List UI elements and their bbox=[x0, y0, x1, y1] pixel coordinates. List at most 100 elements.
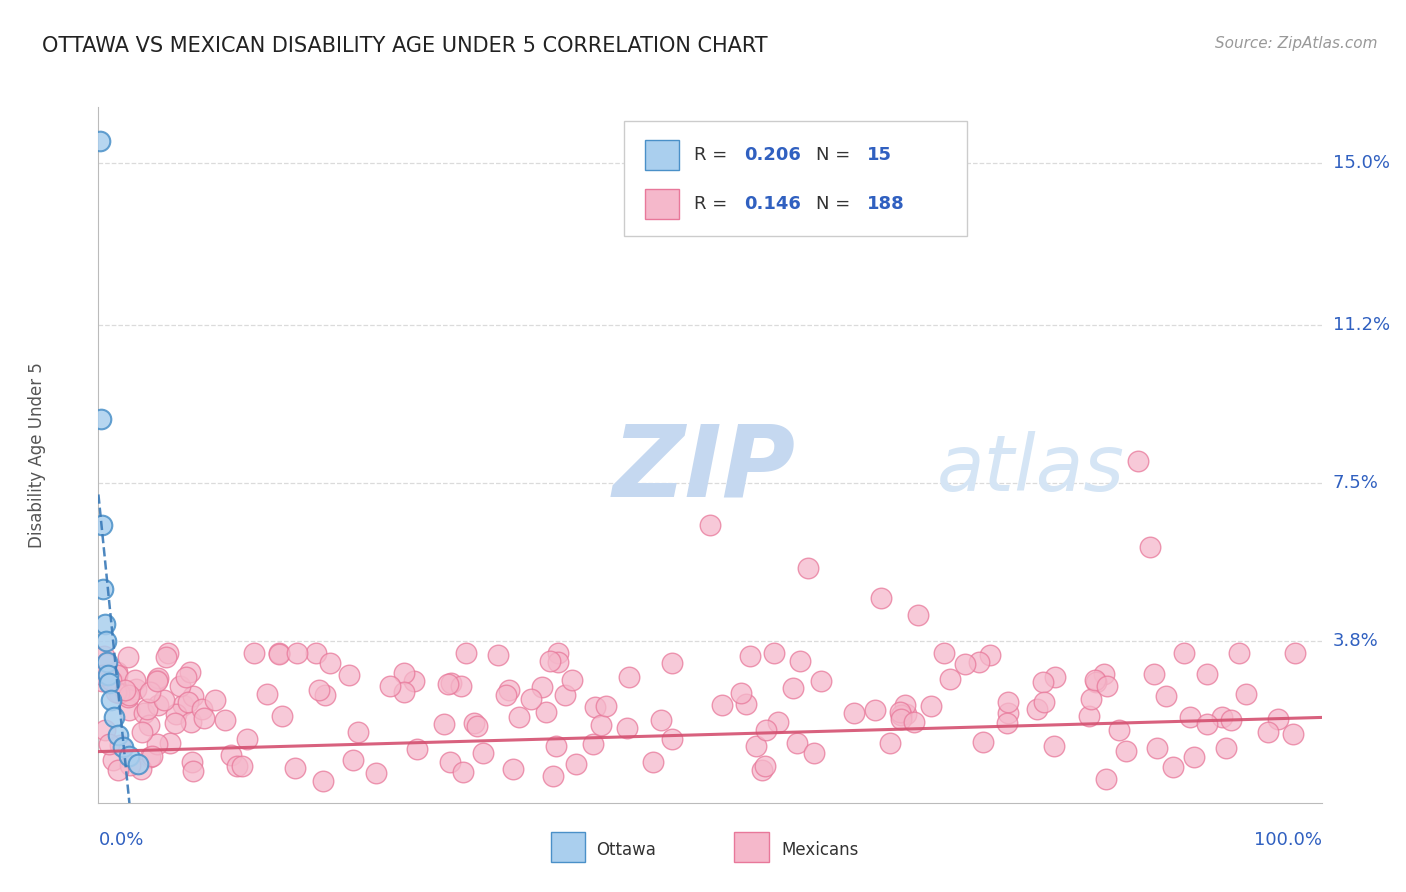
Point bbox=[643, 756, 665, 770]
Point bbox=[94, 723, 117, 737]
Point bbox=[235, 731, 257, 746]
Point bbox=[180, 715, 202, 730]
Point bbox=[561, 673, 583, 687]
Bar bbox=[734, 831, 769, 862]
Point bbox=[547, 647, 569, 661]
Point bbox=[1139, 540, 1161, 554]
Point bbox=[111, 740, 134, 755]
Point bbox=[797, 561, 820, 575]
Point bbox=[108, 686, 131, 700]
Point bbox=[972, 735, 994, 749]
Point bbox=[204, 693, 226, 707]
Point bbox=[755, 723, 778, 737]
Text: 0.146: 0.146 bbox=[744, 195, 801, 213]
Point bbox=[146, 671, 169, 685]
Text: OTTAWA VS MEXICAN DISABILITY AGE UNDER 5 CORRELATION CHART: OTTAWA VS MEXICAN DISABILITY AGE UNDER 5… bbox=[42, 36, 768, 55]
Point bbox=[1215, 741, 1237, 756]
Point bbox=[502, 762, 524, 776]
Point bbox=[226, 759, 249, 773]
Point bbox=[165, 707, 187, 722]
Point bbox=[114, 683, 136, 698]
Point bbox=[1084, 673, 1107, 687]
Point bbox=[786, 736, 808, 750]
Point bbox=[554, 689, 576, 703]
Point bbox=[159, 736, 181, 750]
Point bbox=[1092, 667, 1115, 681]
Point bbox=[1033, 695, 1056, 709]
Point bbox=[745, 739, 768, 753]
Point bbox=[104, 676, 127, 690]
Point bbox=[176, 695, 198, 709]
Point bbox=[91, 518, 114, 533]
Text: atlas: atlas bbox=[936, 431, 1125, 507]
Point bbox=[1128, 454, 1150, 468]
Point bbox=[498, 683, 520, 698]
Point bbox=[98, 676, 121, 690]
Point bbox=[139, 685, 162, 699]
Point bbox=[889, 705, 911, 719]
Point bbox=[404, 673, 426, 688]
Point bbox=[486, 648, 509, 662]
Point bbox=[463, 716, 485, 731]
Text: ZIP: ZIP bbox=[612, 420, 796, 517]
Point bbox=[141, 749, 163, 764]
Point bbox=[699, 518, 721, 533]
Text: Ottawa: Ottawa bbox=[596, 841, 657, 859]
Point bbox=[392, 685, 415, 699]
Point bbox=[107, 727, 129, 741]
Point bbox=[995, 715, 1018, 730]
Point bbox=[1178, 710, 1201, 724]
Point bbox=[364, 766, 387, 780]
Point bbox=[180, 755, 202, 769]
Point bbox=[582, 737, 605, 751]
Point bbox=[1211, 710, 1233, 724]
Point bbox=[94, 657, 117, 671]
Point bbox=[174, 670, 197, 684]
Point bbox=[163, 715, 186, 730]
Point bbox=[894, 706, 917, 721]
Point bbox=[565, 757, 588, 772]
Point bbox=[1173, 647, 1195, 661]
Point bbox=[803, 746, 825, 760]
Point bbox=[124, 673, 146, 688]
Point bbox=[118, 748, 141, 763]
Point bbox=[1156, 689, 1178, 703]
Text: N =: N = bbox=[817, 145, 856, 163]
Point bbox=[1143, 667, 1166, 681]
Point bbox=[346, 725, 368, 739]
Point bbox=[465, 719, 488, 733]
Point bbox=[762, 647, 785, 661]
Point bbox=[1257, 724, 1279, 739]
Point bbox=[538, 654, 561, 668]
Point bbox=[543, 769, 565, 783]
Point bbox=[1220, 713, 1243, 727]
Point bbox=[1182, 750, 1205, 764]
Point bbox=[437, 677, 460, 691]
Point bbox=[939, 672, 962, 686]
Point bbox=[311, 774, 333, 789]
Text: 3.8%: 3.8% bbox=[1333, 632, 1378, 649]
Text: R =: R = bbox=[695, 195, 733, 213]
Point bbox=[127, 757, 149, 772]
Point bbox=[1267, 712, 1289, 726]
Point bbox=[893, 698, 915, 712]
Point bbox=[337, 667, 360, 681]
Point bbox=[138, 718, 160, 732]
Point bbox=[583, 700, 606, 714]
Point bbox=[890, 712, 912, 726]
Point bbox=[1043, 670, 1066, 684]
Point bbox=[735, 698, 758, 712]
Point bbox=[342, 754, 364, 768]
Point bbox=[90, 411, 112, 425]
Point bbox=[863, 703, 886, 717]
Point bbox=[520, 692, 543, 706]
Point bbox=[94, 633, 117, 648]
Point bbox=[318, 656, 340, 670]
Point bbox=[285, 647, 308, 661]
Text: 100.0%: 100.0% bbox=[1254, 830, 1322, 848]
Point bbox=[152, 693, 174, 707]
Point bbox=[920, 699, 942, 714]
Point bbox=[661, 656, 683, 670]
Point bbox=[89, 134, 111, 148]
Point bbox=[782, 681, 804, 696]
